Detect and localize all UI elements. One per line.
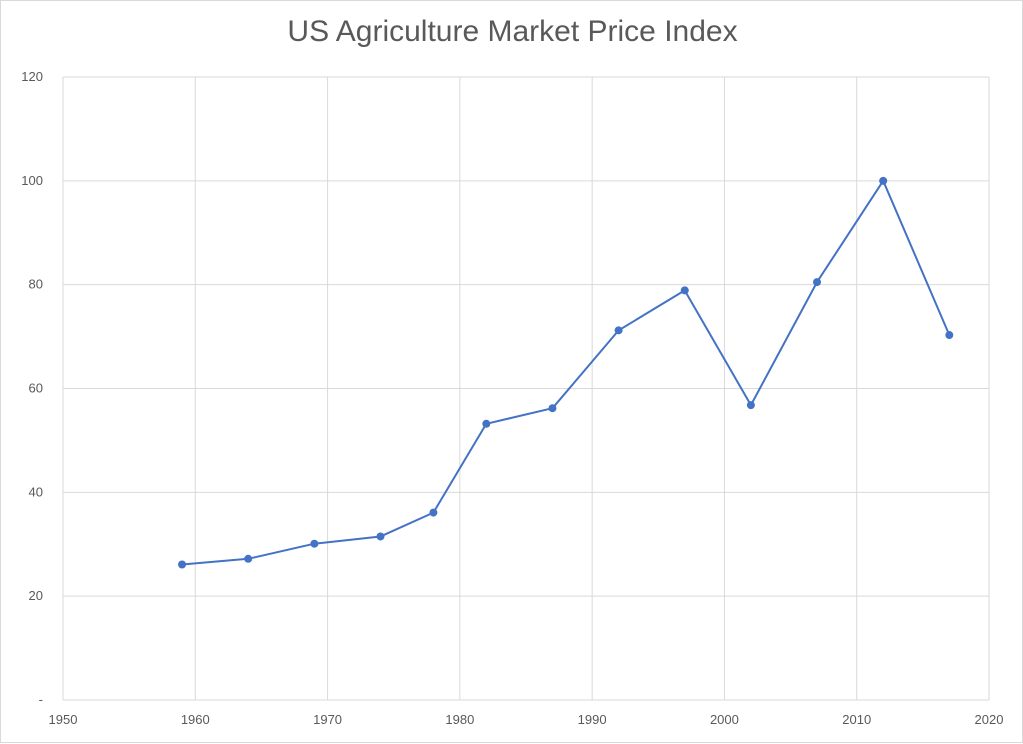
y-tick-label: 60 bbox=[29, 381, 43, 396]
x-tick-label: 1970 bbox=[313, 712, 342, 727]
x-tick-label: 1980 bbox=[445, 712, 474, 727]
data-point bbox=[879, 176, 888, 185]
x-tick-label: 2010 bbox=[842, 712, 871, 727]
data-point bbox=[178, 560, 187, 569]
y-tick-label: - bbox=[39, 692, 43, 707]
y-tick-label: 100 bbox=[21, 173, 43, 188]
data-point bbox=[746, 401, 755, 410]
data-point bbox=[813, 278, 822, 287]
x-tick-label: 2020 bbox=[975, 712, 1004, 727]
data-point bbox=[429, 508, 438, 517]
y-tick-label: 40 bbox=[29, 484, 43, 499]
data-point bbox=[614, 326, 623, 335]
series-line bbox=[182, 179, 951, 566]
data-point bbox=[548, 404, 557, 413]
data-point bbox=[376, 532, 385, 541]
data-point bbox=[244, 554, 253, 563]
x-tick-label: 2000 bbox=[710, 712, 739, 727]
data-point bbox=[310, 539, 319, 548]
y-tick-label: 20 bbox=[29, 588, 43, 603]
y-tick-label: 80 bbox=[29, 277, 43, 292]
chart-title: US Agriculture Market Price Index bbox=[287, 15, 738, 48]
x-tick-label: 1950 bbox=[49, 712, 78, 727]
data-point bbox=[945, 331, 954, 340]
data-point bbox=[482, 419, 491, 428]
y-tick-label: 120 bbox=[21, 69, 43, 84]
x-tick-label: 1960 bbox=[181, 712, 210, 727]
data-point bbox=[680, 286, 689, 295]
x-tick-label: 1990 bbox=[578, 712, 607, 727]
